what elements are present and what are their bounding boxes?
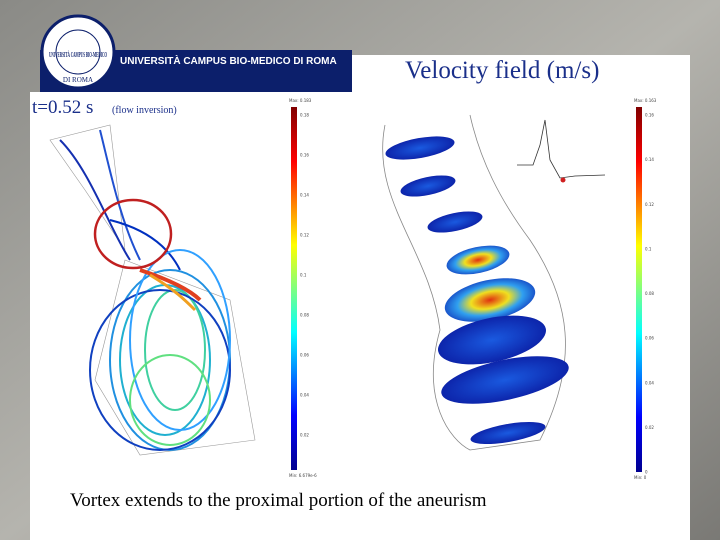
right-colorbar (636, 107, 642, 472)
right-colorbar-min: Min: 0 (634, 475, 647, 480)
logo-bottom: DI ROMA (63, 76, 93, 84)
colorbar-tick-label: 0 (645, 470, 648, 475)
left-colorbar (291, 107, 297, 470)
right-slices (382, 114, 569, 451)
time-note: (flow inversion) (112, 105, 177, 116)
logo-seal (40, 14, 116, 90)
colorbar-tick-label: 0.1 (645, 246, 652, 251)
colorbar-tick-label: 0.16 (300, 153, 309, 158)
caption: Vortex extends to the proximal portion o… (70, 490, 487, 511)
right-colorbar-max: Max: 0.163 (634, 98, 657, 103)
colorbar-tick-label: 0.18 (300, 113, 309, 118)
vortex-highlight (93, 198, 173, 270)
colorbar-tick-label: 0.02 (300, 433, 309, 438)
content-panel (30, 92, 690, 540)
colorbar-tick-label: 0.06 (645, 336, 654, 341)
slide-title: Velocity field (m/s) (405, 57, 599, 84)
time-label: t=0.52 s (32, 97, 93, 118)
colorbar-tick-label: 0.02 (645, 425, 654, 430)
logo-ring: UNIVERSITÀ CAMPUS BIO-MEDICO (49, 51, 107, 59)
left-streamlines (49, 124, 256, 456)
left-colorbar-max: Max: 0.183 (289, 98, 312, 103)
colorbar-tick-label: 0.12 (645, 202, 654, 207)
flow-waveform (517, 119, 606, 179)
colorbar-tick-label: 0.1 (300, 273, 307, 278)
title-panel (352, 55, 690, 95)
colorbar-tick-label: 0.08 (300, 313, 309, 318)
colorbar-tick-label: 0.04 (645, 380, 654, 385)
left-colorbar-min: Min: 6.679e-6 (289, 473, 317, 478)
logo-text: UNIVERSITÀ CAMPUS BIO-MEDICO DI ROMA (120, 54, 337, 67)
colorbar-tick-label: 0.14 (300, 193, 309, 198)
colorbar-tick-label: 0.06 (300, 353, 309, 358)
colorbar-tick-label: 0.14 (645, 157, 654, 162)
colorbar-tick-label: 0.04 (300, 393, 309, 398)
waveform-marker (560, 177, 566, 183)
colorbar-tick-label: 0.08 (645, 291, 654, 296)
colorbar-tick-label: 0.12 (300, 233, 309, 238)
logo-inner (55, 29, 101, 75)
colorbar-tick-label: 0.16 (645, 113, 654, 118)
